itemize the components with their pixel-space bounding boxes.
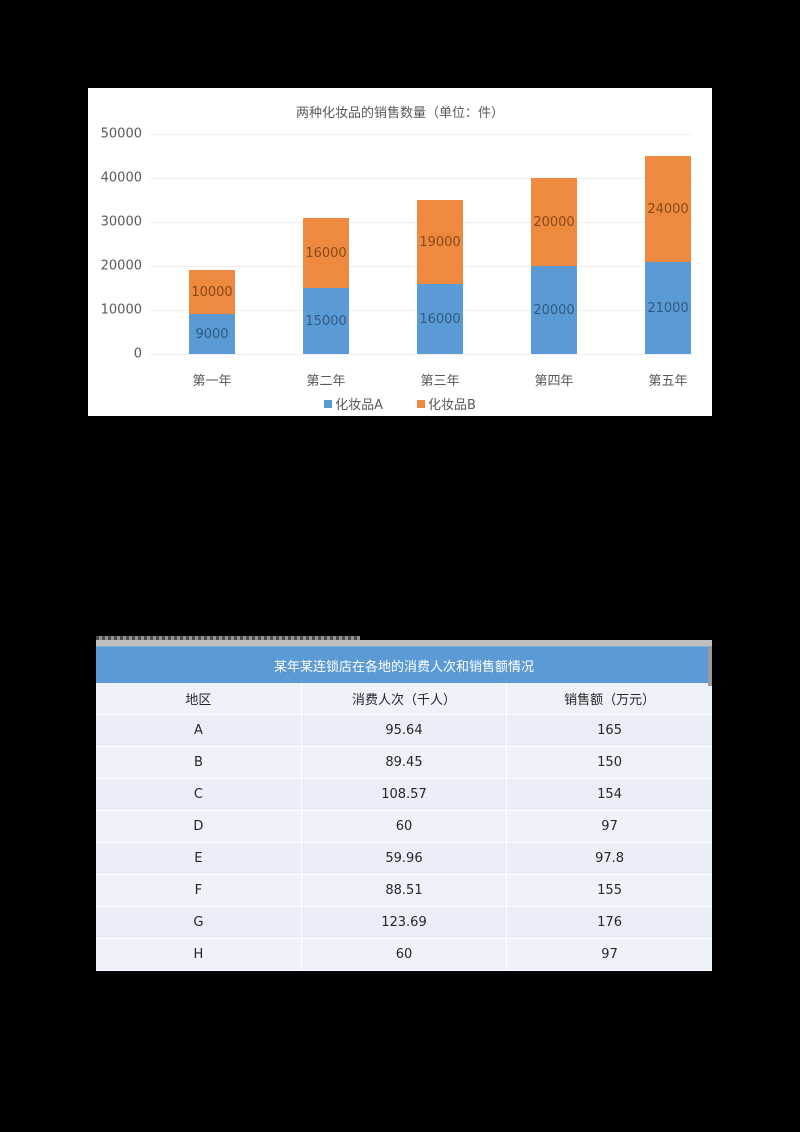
table-top-border [96,640,712,646]
gridline [150,178,692,179]
cell-visitors: 60 [301,810,508,843]
y-tick: 50000 [100,126,142,142]
y-tick: 40000 [100,170,142,186]
cell-visitors: 60 [301,938,508,971]
y-tick: 10000 [100,302,142,318]
bar-year-4: 20000 20000 [531,88,577,354]
table-row: G 123.69 176 [96,906,712,939]
cell-sales: 97.8 [506,842,712,875]
chart-legend: 化妆品A 化妆品B [88,394,712,413]
cell-region: F [96,874,302,907]
table-row: A 95.64 165 [96,714,712,747]
table-row: B 89.45 150 [96,746,712,779]
cell-region: B [96,746,302,779]
cell-sales: 154 [506,778,712,811]
cell-sales: 97 [506,810,712,843]
cell-region: G [96,906,302,939]
cell-visitors: 123.69 [301,906,508,939]
gridline [150,354,692,355]
table-row: D 60 97 [96,810,712,843]
bar-year-5: 24000 21000 [645,88,691,354]
chart-title: 两种化妆品的销售数量（单位：件） [295,106,504,121]
table-row: C 108.57 154 [96,778,712,811]
bar-segment-a: 15000 [303,288,349,354]
cell-visitors: 108.57 [301,778,508,811]
bar-year-2: 16000 15000 [303,88,349,354]
cell-sales: 150 [506,746,712,779]
cell-region: C [96,778,302,811]
table-right-edge [708,646,712,686]
legend-label: 化妆品B [427,398,476,413]
data-table: 地区 消费人次（千人） 销售额（万元） A 95.64 165 B 89.45 … [96,683,712,971]
bar-segment-b: 16000 [303,218,349,288]
table-row: H 60 97 [96,938,712,971]
data-table-panel: 某年某连锁店在各地的消费人次和销售额情况 地区 消费人次（千人） 销售额（万元）… [96,646,712,971]
cell-region: A [96,714,302,747]
y-tick: 30000 [100,214,142,230]
bar-segment-b: 10000 [189,270,235,314]
bar-year-1: 10000 9000 [189,88,235,354]
column-header-region: 地区 [96,683,302,715]
bar-segment-a: 16000 [417,284,463,354]
bar-segment-b: 24000 [645,156,691,262]
x-tick: 第五年 [648,374,688,389]
legend-swatch-icon [416,399,425,408]
bar-segment-a: 21000 [645,262,691,354]
bar-segment-a: 9000 [189,314,235,354]
x-tick: 第二年 [306,374,346,389]
table-row: F 88.51 155 [96,874,712,907]
column-header-visitors: 消费人次（千人） [301,683,508,715]
cell-region: E [96,842,302,875]
table-header-row: 地区 消费人次（千人） 销售额（万元） [96,683,712,715]
cell-visitors: 88.51 [301,874,508,907]
bar-segment-b: 20000 [531,178,577,266]
cell-sales: 176 [506,906,712,939]
cell-visitors: 95.64 [301,714,508,747]
cell-region: D [96,810,302,843]
bar-segment-a: 20000 [531,266,577,354]
y-tick: 0 [133,346,142,362]
bar-segment-b: 19000 [417,200,463,284]
sales-chart: 两种化妆品的销售数量（单位：件） 50000 40000 30000 20000… [88,88,712,416]
x-tick: 第四年 [534,374,574,389]
legend-swatch-icon [324,399,333,408]
cell-region: H [96,938,302,971]
table-caption: 某年某连锁店在各地的消费人次和销售额情况 [96,646,712,683]
legend-item-b: 化妆品B [416,394,476,413]
cell-visitors: 89.45 [301,746,508,779]
gridline [150,134,692,135]
cell-sales: 97 [506,938,712,971]
y-tick: 20000 [100,258,142,274]
table-row: E 59.96 97.8 [96,842,712,875]
legend-label: 化妆品A [335,398,383,413]
legend-item-a: 化妆品A [324,394,383,413]
x-tick: 第一年 [192,374,232,389]
x-tick: 第三年 [420,374,460,389]
bar-year-3: 19000 16000 [417,88,463,354]
cell-visitors: 59.96 [301,842,508,875]
column-header-sales: 销售额（万元） [506,683,712,715]
cell-sales: 165 [506,714,712,747]
cell-sales: 155 [506,874,712,907]
